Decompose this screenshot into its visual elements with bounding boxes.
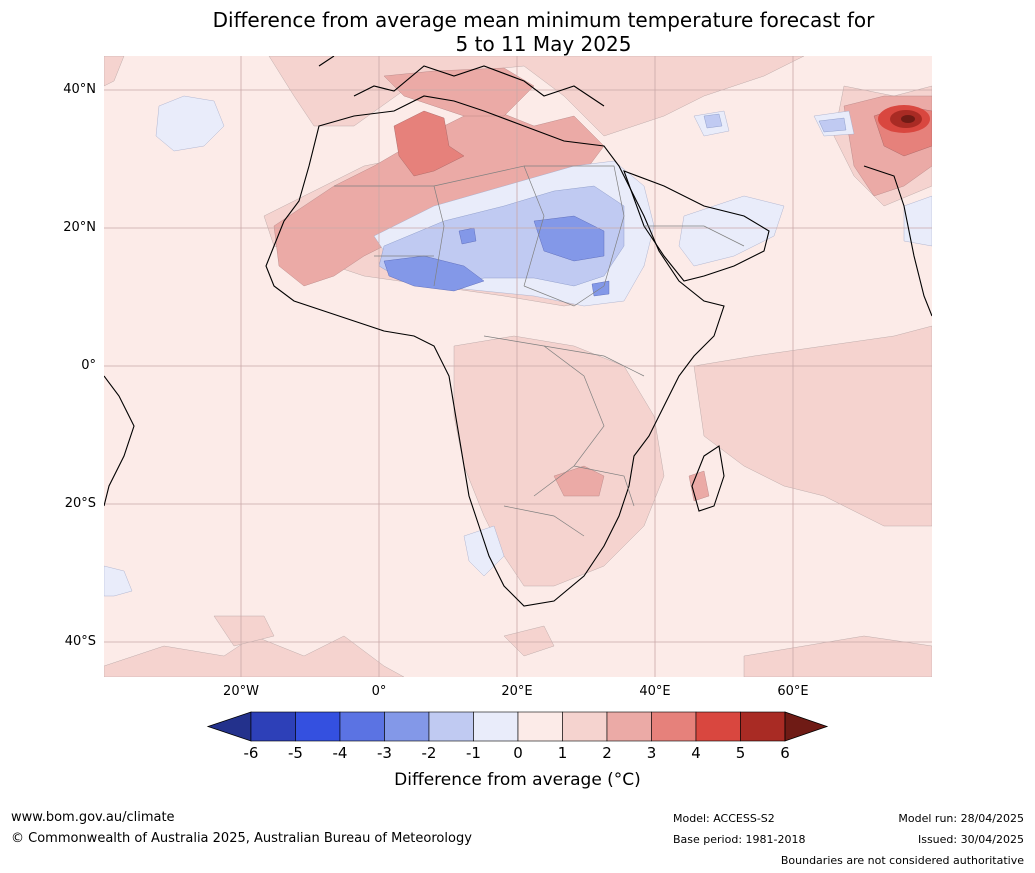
colorbar-cells xyxy=(206,711,829,742)
colorbar-cell xyxy=(651,711,697,742)
colorbar-cell xyxy=(384,711,430,742)
colorbar-cell xyxy=(250,711,296,742)
title-line-2: 5 to 11 May 2025 xyxy=(455,32,632,56)
colorbar-cell xyxy=(606,711,652,742)
colorbar-tick-label: 4 xyxy=(691,744,701,762)
lon-label-0: 0° xyxy=(371,684,387,699)
title-line-1: Difference from average mean minimum tem… xyxy=(212,8,875,32)
lat-label-20n: 20°N xyxy=(63,220,96,235)
colorbar-extend-high xyxy=(784,711,829,742)
lat-label-20s: 20°S xyxy=(64,496,96,511)
colorbar-extend-low xyxy=(206,711,252,742)
footer-model-run: Model run: 28/04/2025 xyxy=(898,812,1024,825)
coastlines xyxy=(104,56,932,607)
footer-base-period: Base period: 1981-2018 xyxy=(673,833,806,846)
colorbar-tick-label: 6 xyxy=(780,744,790,762)
footer-model: Model: ACCESS-S2 xyxy=(673,812,775,825)
colorbar xyxy=(206,711,829,742)
colorbar-cell xyxy=(339,711,385,742)
colorbar-title: Difference from average (°C) xyxy=(394,770,641,790)
colorbar-cell xyxy=(473,711,519,742)
map-gridlines xyxy=(104,56,932,677)
colorbar-tick-label: 5 xyxy=(735,744,746,762)
anomaly-hotspot xyxy=(878,105,930,133)
lat-label-40n: 40°N xyxy=(63,82,96,97)
lon-label-20w: 20°W xyxy=(223,684,259,699)
colorbar-tick-label: -5 xyxy=(288,744,303,762)
colorbar-cell xyxy=(428,711,474,742)
footer-website[interactable]: www.bom.gov.au/climate xyxy=(11,810,175,825)
colorbar-cell xyxy=(517,711,563,742)
country-borders xyxy=(334,165,745,537)
map-canvas xyxy=(104,56,932,677)
colorbar-cell xyxy=(740,711,786,742)
footer-disclaimer: Boundaries are not considered authoritat… xyxy=(780,854,1024,867)
lon-label-40e: 40°E xyxy=(639,684,671,699)
lon-label-20e: 20°E xyxy=(501,684,533,699)
colorbar-tick-label: -2 xyxy=(421,744,437,762)
lon-label-60e: 60°E xyxy=(777,684,809,699)
colorbar-tick-label: -1 xyxy=(466,744,481,762)
footer-issued: Issued: 30/04/2025 xyxy=(917,833,1024,846)
colorbar-cell xyxy=(695,711,741,742)
forecast-map xyxy=(104,56,932,677)
colorbar-tick-label: -6 xyxy=(243,744,259,762)
colorbar-cell xyxy=(295,711,341,742)
colorbar-cell xyxy=(562,711,608,742)
colorbar-tick-label: 0 xyxy=(513,744,523,762)
colorbar-tick-label: -4 xyxy=(332,744,348,762)
footer-copyright: © Commonwealth of Australia 2025, Austra… xyxy=(11,831,472,846)
colorbar-tick-label: 1 xyxy=(557,744,568,762)
colorbar-tick-label: 2 xyxy=(602,744,612,762)
colorbar-tick-label: 3 xyxy=(646,744,657,762)
lat-label-0: 0° xyxy=(81,358,96,373)
lat-label-40s: 40°S xyxy=(64,634,96,649)
anomaly-minus3-minus2-layer xyxy=(383,215,610,297)
map-title: Difference from average mean minimum tem… xyxy=(0,8,1035,56)
colorbar-tick-label: -3 xyxy=(377,744,392,762)
